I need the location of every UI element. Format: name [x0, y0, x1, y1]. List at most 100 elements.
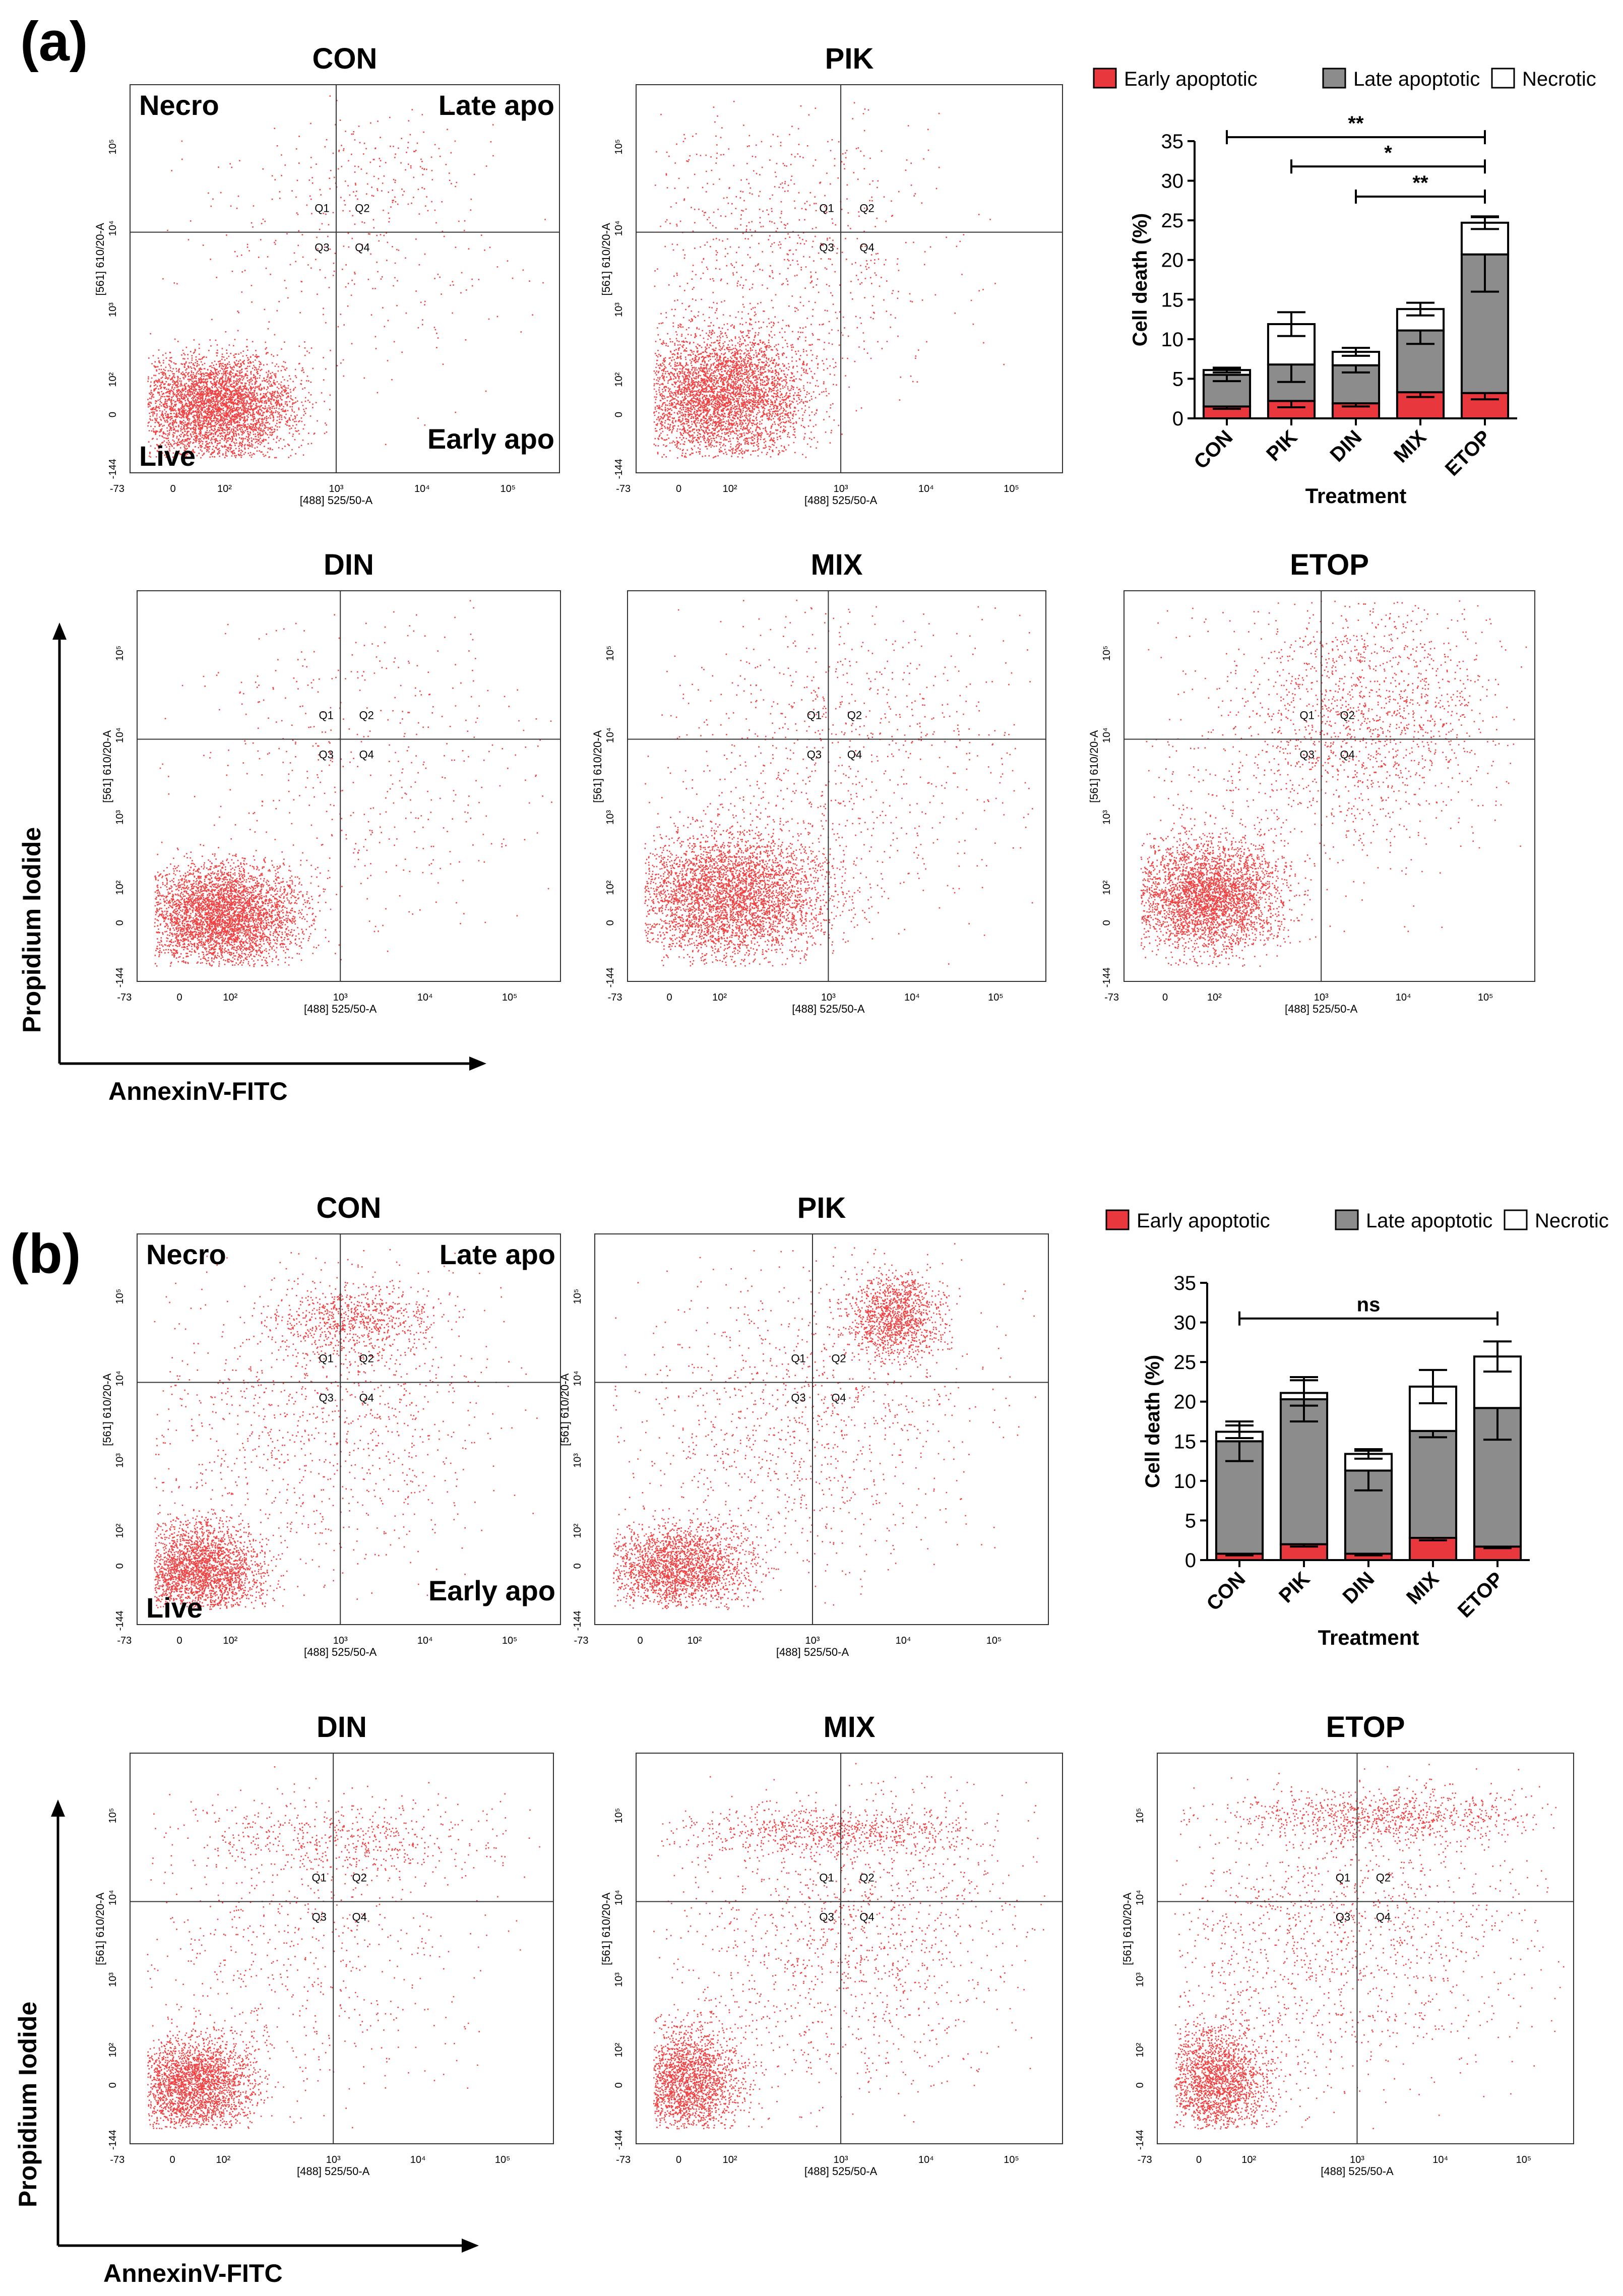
quadrant-code-q1: Q1 — [791, 1352, 805, 1365]
flow-x-tick: -73 — [608, 992, 622, 1003]
flow-y-tick: 10² — [1135, 2042, 1146, 2057]
quadrant-code-q1: Q1 — [315, 202, 329, 215]
flow-y-tick: 0 — [107, 2082, 118, 2088]
quadrant-code-q1: Q1 — [1336, 1872, 1350, 1884]
flow-x-tick: -73 — [117, 992, 132, 1003]
legend-swatch — [1335, 1209, 1359, 1230]
flow-y-tick: 10³ — [114, 1453, 126, 1468]
legend-entry: Early apoptotic — [1137, 1210, 1270, 1232]
flow-dots — [613, 1243, 1036, 1610]
quadrant-code-q3: Q3 — [319, 749, 334, 761]
quadrant-code-q4: Q4 — [1340, 749, 1355, 761]
flow-plot-title: ETOP — [1290, 548, 1369, 581]
flow-y-axis-label: [561] 610/20-A — [101, 730, 113, 803]
pi-axis-arrow-head — [51, 1799, 65, 1817]
quadrant-label-early-apo: Early apo — [428, 1575, 555, 1606]
bar-din-necrotic — [1331, 351, 1381, 366]
flow-x-tick: 10⁵ — [1478, 992, 1493, 1003]
y-tick-label: 25 — [1174, 1351, 1197, 1374]
flow-plot-title: ETOP — [1326, 1711, 1405, 1744]
flow-plot-frame — [627, 590, 1046, 982]
flow-y-axis-label: [561] 610/20-A — [591, 730, 604, 803]
flow-y-axis-label: [561] 610/20-A — [600, 1892, 612, 1965]
quadrant-code-q4: Q4 — [831, 1392, 846, 1404]
flow-x-tick: 10⁵ — [495, 2154, 511, 2165]
flow-x-tick: 10³ — [1350, 2154, 1364, 2165]
pi-axis-arrow-head — [52, 623, 67, 640]
flow-plot-title: CON — [313, 42, 378, 75]
x-axis-title: Treatment — [1305, 484, 1407, 508]
flow-dots — [154, 600, 552, 967]
flow-y-axis-label: [561] 610/20-A — [1121, 1892, 1134, 1965]
flow-x-tick: 0 — [1196, 2154, 1202, 2165]
flow-x-tick: -73 — [1104, 992, 1119, 1003]
flow-y-tick: 0 — [114, 1563, 126, 1569]
flow-dots — [644, 599, 1033, 967]
flow-x-tick: 10² — [1207, 992, 1222, 1003]
flow-x-tick: 10⁵ — [502, 1635, 518, 1646]
flow-y-axis-label: [561] 610/20-A — [94, 223, 106, 296]
flow-x-tick: 10³ — [805, 1635, 820, 1646]
quadrant-code-q3: Q3 — [1300, 749, 1315, 761]
flow-x-tick: 10³ — [333, 1635, 348, 1646]
quadrant-code-q4: Q4 — [352, 1911, 367, 1923]
flow-plot-mix: MIX Q1 Q2 Q3 Q4 -73 0 10² 10³ 10⁴ 10⁵ -144 0 10² 10³ 10… — [591, 548, 1046, 1015]
quadrant-code-q2: Q2 — [359, 709, 374, 722]
flow-plot-frame — [1123, 590, 1535, 982]
quadrant-code-q2: Q2 — [1340, 709, 1355, 722]
flow-x-tick: -73 — [616, 483, 631, 494]
flow-plot-frame — [636, 84, 1063, 473]
quadrant-code-q2: Q2 — [355, 202, 369, 215]
legend-entry: Late apoptotic — [1353, 68, 1480, 90]
y-tick-label: 10 — [1174, 1470, 1197, 1493]
x-tick-label: CON — [1202, 1568, 1250, 1615]
flow-y-tick: 10⁴ — [1135, 1890, 1146, 1905]
flow-x-tick: 10⁴ — [1432, 2154, 1448, 2165]
flow-y-tick: 10⁵ — [114, 1289, 126, 1305]
flow-y-tick: 0 — [1101, 920, 1112, 925]
flow-plot-mix: MIX Q1 Q2 Q3 Q4 -73 0 10² 10³ 10⁴ 10⁵ -144 0 10² 10³ 10… — [600, 1711, 1063, 2178]
flow-y-tick: 0 — [114, 920, 126, 925]
flow-y-tick: -144 — [114, 1610, 126, 1631]
flow-dot-cloud — [147, 95, 546, 459]
flow-y-axis-label: [561] 610/20-A — [101, 1373, 113, 1446]
flow-y-tick: 10³ — [613, 1972, 625, 1987]
flow-dot-cloud — [154, 600, 552, 967]
annexin-axis-title: AnnexinV-FITC — [103, 2259, 283, 2287]
y-tick-label: 30 — [1174, 1312, 1197, 1334]
flow-x-tick: 10⁵ — [986, 1635, 1002, 1646]
quadrant-label-live: Live — [139, 440, 196, 472]
flow-dots — [154, 1249, 538, 1610]
quadrant-label-necro: Necro — [146, 1238, 226, 1270]
flow-y-tick: 10⁵ — [572, 1289, 583, 1305]
flow-plot-title: MIX — [810, 548, 862, 581]
flow-x-axis-label: [488] 525/50-A — [804, 2165, 878, 2178]
y-tick-label: 15 — [1174, 1431, 1197, 1453]
flow-y-tick: 10⁵ — [1135, 1808, 1146, 1824]
x-tick-label: PIK — [1275, 1568, 1314, 1607]
quadrant-code-q1: Q1 — [319, 709, 334, 722]
flow-plot-title: CON — [317, 1192, 382, 1224]
flow-x-axis-label: [488] 525/50-A — [297, 2165, 370, 2178]
quadrant-code-q2: Q2 — [859, 202, 874, 215]
flow-plot-frame — [137, 590, 561, 982]
legend-entry: Early apoptotic — [1124, 68, 1258, 90]
significance-label: * — [1384, 142, 1392, 164]
flow-y-tick: 10² — [1101, 880, 1112, 895]
pi-axis-title: Propidium Iodide — [14, 2002, 42, 2207]
flow-plot-con: CON Q1 Q2 Q3 Q4 -73 0 10² 10³ 10⁴ 10⁵ -144 0 10² 10³ 10… — [94, 42, 560, 507]
flow-y-tick: 10² — [572, 1523, 583, 1538]
flow-y-tick: 10⁵ — [107, 139, 118, 155]
flow-x-tick: 10⁴ — [904, 992, 920, 1003]
y-tick-label: 15 — [1161, 289, 1184, 311]
flow-plot-title: PIK — [825, 42, 874, 75]
flow-plot-con: CON Q1 Q2 Q3 Q4 -73 0 10² 10³ 10⁴ 10⁵ -144 0 10² 10³ 10… — [101, 1192, 561, 1658]
flow-x-tick: -73 — [574, 1635, 589, 1646]
flow-x-tick: 10⁴ — [417, 1635, 433, 1646]
flow-plot-frame — [137, 1233, 561, 1625]
flow-y-tick: 10³ — [613, 302, 625, 317]
y-axis-title: Cell death (%) — [1129, 213, 1151, 346]
y-tick-label: 0 — [1172, 408, 1183, 430]
flow-x-axis-label: [488] 525/50-A — [1321, 2165, 1394, 2178]
flow-x-tick: 0 — [176, 1635, 182, 1646]
